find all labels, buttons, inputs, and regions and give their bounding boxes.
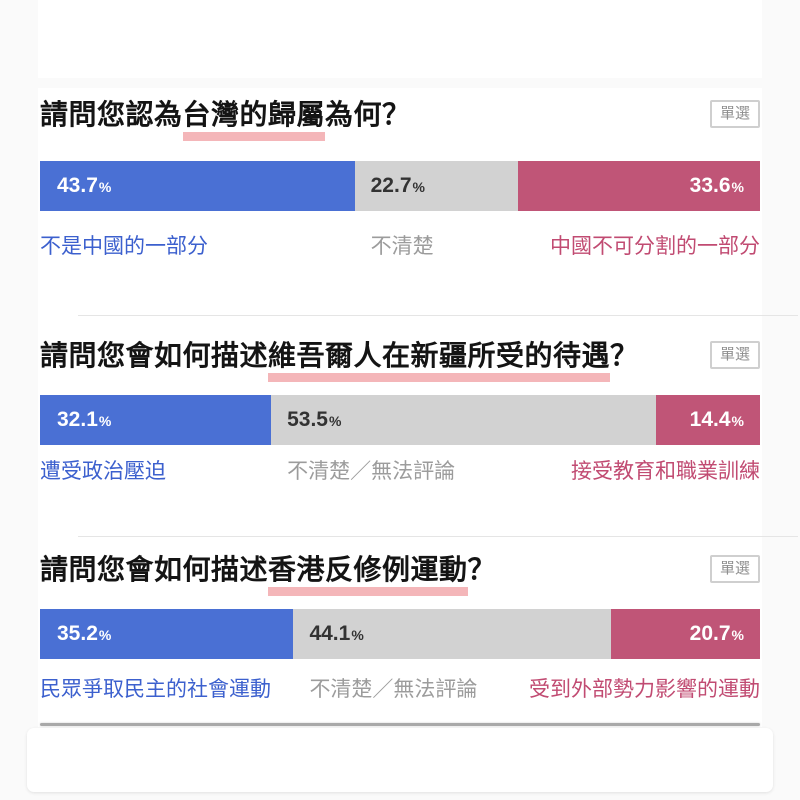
title-highlighted-text: 台灣的歸屬 [182, 99, 326, 141]
percent-value: 35.2% [57, 622, 112, 645]
answer-label-pink: 接受教育和職業訓練 [571, 460, 760, 483]
bar-segment-option-a: 35.2% [40, 609, 294, 659]
percent-value: 33.6% [689, 174, 744, 197]
title-text: 請問您會如何描述 [40, 340, 269, 371]
question-3-answer-labels: 民眾爭取民主的社會運動 不清楚／無法評論 受到外部勢力影響的運動 [40, 673, 760, 701]
answer-label-blue: 民眾爭取民主的社會運動 [40, 678, 271, 701]
single-choice-badge: 單選 [709, 100, 760, 128]
question-2-stacked-bar: 32.1% 53.5% 14.4% [40, 395, 760, 445]
survey-results-card: 請問您認為台灣的歸屬為何？ 單選 43.7% 22.7% 33.6% 不是中國的… [38, 88, 798, 727]
bar-segment-option-b: 20.7% [610, 609, 760, 659]
question-1-answer-labels: 不是中國的一部分 不清楚 中國不可分割的一部分 [40, 230, 760, 258]
single-choice-badge: 單選 [709, 341, 760, 369]
question-3-header: 請問您會如何描述香港反修例運動？ 單選 [40, 553, 760, 596]
footer-divider-line [40, 723, 760, 726]
bar-segment-unsure: 44.1% [293, 609, 611, 659]
title-text: ？ [610, 340, 639, 371]
percent-value: 22.7% [370, 174, 425, 197]
question-2-title: 請問您會如何描述維吾爾人在新疆所受的待遇？ [40, 339, 639, 382]
top-card [38, 0, 762, 78]
title-text: 請問您認為 [40, 99, 183, 130]
question-1-title: 請問您認為台灣的歸屬為何？ [40, 98, 411, 141]
bar-segment-option-b: 33.6% [518, 161, 760, 211]
percent-value: 53.5% [287, 408, 342, 431]
bar-segment-unsure: 22.7% [354, 161, 519, 211]
title-text: 請問您會如何描述 [40, 554, 269, 585]
title-highlighted-text: 維吾爾人在新疆所受的待遇 [268, 340, 611, 382]
footer-card [27, 728, 773, 792]
question-2-header: 請問您會如何描述維吾爾人在新疆所受的待遇？ 單選 [40, 339, 760, 382]
answer-label-gray: 不清楚／無法評論 [309, 678, 478, 701]
question-2-answer-labels: 遭受政治壓迫 不清楚／無法評論 接受教育和職業訓練 [40, 455, 760, 483]
question-3-title: 請問您會如何描述香港反修例運動？ [40, 553, 497, 596]
bar-segment-unsure: 53.5% [271, 395, 657, 445]
percent-value: 20.7% [689, 622, 744, 645]
bar-segment-option-b: 14.4% [656, 395, 760, 445]
single-choice-badge: 單選 [709, 555, 760, 583]
question-1-stacked-bar: 43.7% 22.7% 33.6% [40, 161, 760, 211]
section-divider [78, 315, 798, 316]
answer-label-pink: 中國不可分割的一部分 [550, 235, 760, 258]
section-divider [78, 536, 798, 537]
answer-label-blue: 不是中國的一部分 [40, 235, 208, 258]
percent-value: 14.4% [689, 408, 744, 431]
bar-segment-option-a: 43.7% [40, 161, 355, 211]
answer-label-blue: 遭受政治壓迫 [40, 460, 166, 483]
title-text: 為何？ [325, 99, 411, 130]
answer-label-pink: 受到外部勢力影響的運動 [529, 678, 760, 701]
percent-value: 32.1% [57, 408, 112, 431]
title-text: ？ [467, 554, 497, 585]
percent-value: 43.7% [57, 174, 112, 197]
answer-label-gray: 不清楚 [370, 235, 434, 258]
bar-segment-option-a: 32.1% [40, 395, 272, 445]
question-1-header: 請問您認為台灣的歸屬為何？ 單選 [40, 98, 760, 141]
percent-value: 44.1% [309, 622, 364, 645]
title-highlighted-text: 香港反修例運動 [268, 554, 468, 596]
answer-label-gray: 不清楚／無法評論 [287, 460, 456, 483]
question-3-stacked-bar: 35.2% 44.1% 20.7% [40, 609, 760, 659]
